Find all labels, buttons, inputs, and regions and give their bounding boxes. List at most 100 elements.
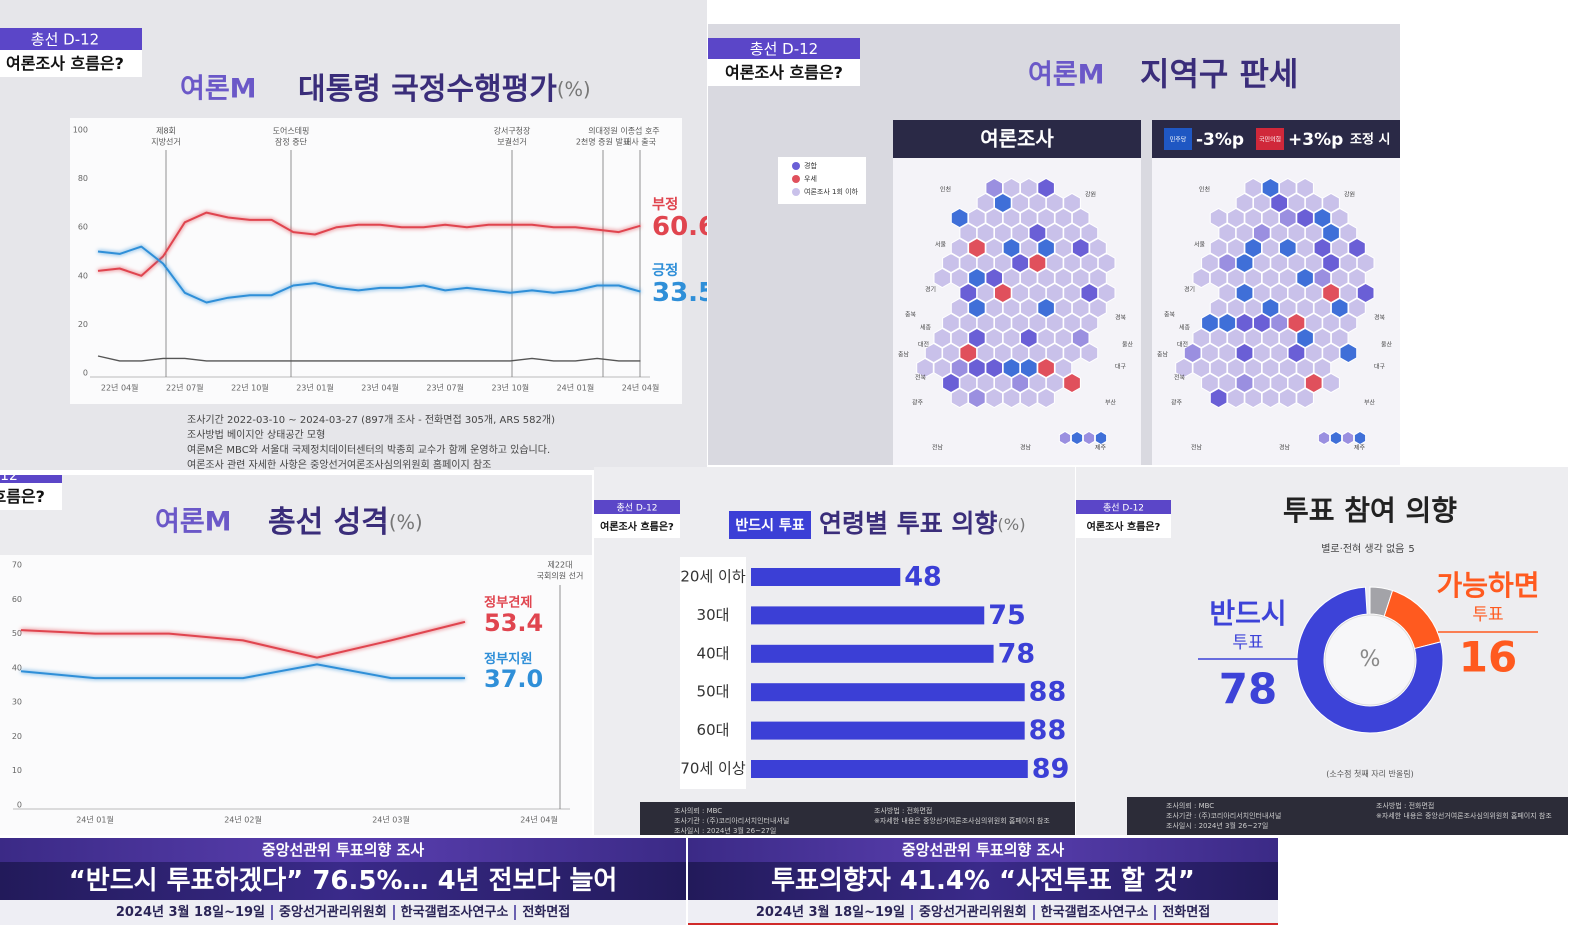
map-panel: 총선 D-12 여론조사 흐름은? 여론M 지역구 판세 경합 우세 여론조사 1회 이하 여…	[708, 24, 1400, 465]
district-hex	[1287, 222, 1306, 244]
district-hex	[976, 312, 995, 334]
district-hex	[1020, 237, 1038, 259]
logo: 여론M	[155, 507, 232, 538]
district-hex	[1071, 297, 1090, 319]
district-hex	[1218, 252, 1237, 274]
x-tick-label: 24년 03월	[372, 815, 410, 825]
y-tick-label: 60	[12, 595, 22, 604]
footer-note: 조사일시 : 2024년 3월 26~27일	[674, 826, 776, 835]
title-unit: (%)	[389, 511, 423, 534]
district-hex	[1063, 342, 1081, 364]
district-hex	[985, 327, 1003, 349]
district-hex	[1339, 252, 1358, 274]
district-hex	[1218, 222, 1237, 244]
age-bar-panel: 총선 D-12 여론조사 흐름은? 반드시 투표 연령별 투표 의향(%) 20세 이하…	[594, 467, 1075, 835]
y-tick-label: 40	[12, 663, 22, 672]
district-hex	[1270, 282, 1288, 304]
district-hex	[942, 312, 960, 334]
district-hex	[1071, 327, 1090, 349]
tag-bg	[1076, 500, 1171, 514]
series-line	[97, 211, 641, 277]
logo: 여론M	[1028, 60, 1105, 91]
district-hex	[1261, 237, 1280, 259]
region-label: 서울	[1194, 241, 1206, 249]
x-tick-label: 22년 10월	[231, 383, 269, 393]
district-hex	[950, 327, 969, 349]
district-hex	[1322, 192, 1340, 214]
approval-panel: 총선 D-12 여론조사 흐름은? 여론M 대통령 국정수행평가(%) 0 20 40 60 8…	[0, 0, 707, 470]
district-hex	[1322, 252, 1340, 274]
district-hex	[933, 357, 952, 379]
y-tick-label: 70	[12, 561, 22, 570]
district-hex	[1287, 282, 1306, 304]
district-hex	[1192, 327, 1211, 349]
legend-swatch	[792, 162, 800, 170]
bar	[751, 606, 985, 625]
district-hex	[916, 357, 934, 379]
district-hex	[985, 177, 1003, 199]
bar	[751, 568, 901, 586]
region-label: 세종	[920, 324, 932, 332]
district-hex	[1209, 237, 1228, 259]
district-hex	[1063, 312, 1081, 334]
district-hex	[1002, 267, 1021, 289]
district-hex	[1227, 387, 1245, 409]
district-hex	[1235, 192, 1254, 214]
district-hex	[1054, 267, 1073, 289]
district-hex	[1192, 357, 1211, 379]
district-hex	[1063, 192, 1081, 214]
region-label: 제주	[1354, 444, 1366, 452]
district-hex	[1045, 372, 1064, 394]
district-hex	[1054, 357, 1073, 379]
district-hex	[1002, 207, 1021, 229]
district-hex	[933, 267, 952, 289]
district-hex	[1071, 237, 1090, 259]
tag: 총선 D-12	[1103, 503, 1144, 514]
district-hex	[1054, 327, 1073, 349]
footer-note: 조사방법 : 전화면접	[1376, 801, 1434, 810]
election-nature-panel: 총선 D-12 여론조사 흐름은? 여론M 총선 성격(%) 0 10 20 30 40 50 60…	[0, 475, 592, 835]
donut-segment	[1296, 586, 1444, 734]
district-hex	[950, 207, 969, 229]
region-label: 경북	[1115, 315, 1127, 322]
footer-note: 조사기관 : (주)코리아리서치인터내셔널	[674, 816, 789, 825]
map-title: 지역구 판세	[1140, 55, 1298, 93]
district-hex	[1209, 297, 1228, 319]
district-hex	[1063, 282, 1081, 304]
district-hex	[1339, 222, 1358, 244]
district-hex	[1227, 327, 1245, 349]
tag-bg	[0, 28, 142, 50]
district-hex	[1020, 177, 1038, 199]
district-hex	[1028, 372, 1047, 394]
region-label: 전남	[1191, 444, 1203, 452]
chart-title: 대통령 국정수행평가(%)	[298, 72, 591, 107]
tag: 총선 D-12	[0, 475, 18, 484]
event-label: 2천명 증원 발표	[576, 137, 630, 147]
value-label: 88	[1029, 677, 1067, 708]
x-tick-label: 22년 07월	[166, 383, 204, 393]
district-hex	[1218, 372, 1237, 394]
district-hex	[1296, 267, 1314, 289]
tag-bg	[594, 500, 680, 514]
region-label: 인천	[940, 186, 951, 194]
y-tick-label: 0	[17, 801, 22, 810]
district-hex	[1218, 312, 1237, 334]
region-label: 광주	[912, 400, 924, 407]
banner-headline: 투표의향자 41.4% “사전투표 할 것”	[688, 862, 1278, 900]
district-hex	[994, 372, 1012, 394]
title-badge	[729, 511, 811, 539]
footer-note: 조사의뢰 : MBC	[1166, 801, 1214, 810]
x-tick-label: 24년 01월	[557, 383, 595, 393]
y-tick-label: 0	[83, 369, 88, 378]
party-shift: -3%p	[1196, 130, 1244, 150]
district-hex	[1304, 372, 1323, 394]
district-hex	[1304, 342, 1323, 364]
info: 전화면접	[1154, 905, 1217, 920]
event-label: 이종섭 호주	[620, 126, 659, 136]
district-hex	[976, 342, 995, 364]
y-tick-label: 80	[78, 174, 88, 183]
district-hex	[1253, 192, 1271, 214]
district-hex	[1227, 237, 1245, 259]
district-hex	[1201, 342, 1219, 364]
